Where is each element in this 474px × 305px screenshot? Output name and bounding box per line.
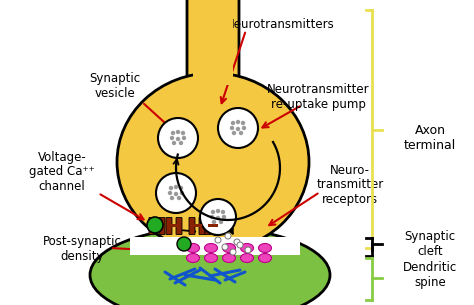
Text: Neurotransmitter
re-uptake pump: Neurotransmitter re-uptake pump — [267, 83, 369, 111]
Circle shape — [210, 215, 214, 219]
Ellipse shape — [258, 243, 272, 253]
FancyBboxPatch shape — [159, 217, 165, 235]
Circle shape — [241, 121, 245, 125]
Text: Neurotransmitters: Neurotransmitters — [226, 18, 334, 31]
Circle shape — [225, 233, 231, 239]
Circle shape — [172, 141, 176, 145]
Bar — [192, 224, 202, 227]
Ellipse shape — [117, 73, 309, 251]
Circle shape — [176, 137, 180, 141]
Circle shape — [180, 191, 184, 195]
Ellipse shape — [240, 253, 254, 263]
Circle shape — [215, 237, 221, 243]
Circle shape — [170, 196, 174, 200]
Circle shape — [239, 131, 243, 135]
Circle shape — [179, 141, 183, 145]
Bar — [169, 224, 179, 227]
Ellipse shape — [186, 243, 200, 253]
Circle shape — [216, 216, 220, 220]
Bar — [152, 224, 162, 227]
Circle shape — [219, 220, 223, 224]
Circle shape — [177, 196, 181, 200]
Circle shape — [212, 220, 216, 224]
Circle shape — [174, 185, 178, 189]
Text: Synaptic
vesicle: Synaptic vesicle — [90, 72, 141, 100]
Text: Dendritic
spine: Dendritic spine — [403, 261, 457, 289]
Text: Post-synaptic
density: Post-synaptic density — [43, 235, 121, 263]
Circle shape — [177, 237, 191, 251]
FancyBboxPatch shape — [215, 217, 221, 235]
FancyBboxPatch shape — [187, 0, 239, 82]
Circle shape — [170, 136, 174, 140]
Text: Voltage-
gated Ca⁺⁺
channel: Voltage- gated Ca⁺⁺ channel — [29, 150, 95, 193]
FancyBboxPatch shape — [199, 217, 205, 235]
Circle shape — [168, 191, 172, 195]
Circle shape — [176, 130, 180, 134]
Bar — [193, 5, 233, 85]
Circle shape — [221, 210, 225, 214]
Circle shape — [236, 127, 240, 131]
Ellipse shape — [90, 228, 330, 305]
Circle shape — [181, 131, 185, 135]
Circle shape — [245, 247, 251, 253]
Circle shape — [232, 131, 236, 135]
Text: Axon
terminal: Axon terminal — [404, 124, 456, 152]
Ellipse shape — [258, 253, 272, 263]
Circle shape — [158, 118, 198, 158]
Circle shape — [179, 186, 183, 190]
Circle shape — [169, 186, 173, 190]
Circle shape — [147, 217, 163, 233]
FancyBboxPatch shape — [176, 217, 182, 235]
Ellipse shape — [222, 243, 236, 253]
Ellipse shape — [240, 243, 254, 253]
Text: Neuro-
transmitter
receptors: Neuro- transmitter receptors — [316, 163, 383, 206]
Circle shape — [182, 136, 186, 140]
Circle shape — [236, 120, 240, 124]
Circle shape — [231, 121, 235, 125]
Circle shape — [156, 173, 196, 213]
Circle shape — [200, 199, 236, 235]
Circle shape — [234, 239, 240, 245]
Circle shape — [230, 126, 234, 130]
Circle shape — [211, 210, 215, 214]
FancyBboxPatch shape — [189, 217, 195, 235]
Ellipse shape — [222, 253, 236, 263]
Bar — [130, 237, 300, 255]
Ellipse shape — [204, 253, 218, 263]
Circle shape — [171, 131, 175, 135]
Circle shape — [222, 215, 226, 219]
Ellipse shape — [186, 253, 200, 263]
FancyBboxPatch shape — [205, 217, 211, 235]
Circle shape — [174, 192, 178, 196]
Circle shape — [237, 242, 243, 248]
Circle shape — [230, 249, 236, 255]
Ellipse shape — [204, 243, 218, 253]
Circle shape — [242, 126, 246, 130]
Bar — [208, 224, 218, 227]
Circle shape — [222, 244, 228, 250]
Circle shape — [218, 108, 258, 148]
FancyBboxPatch shape — [166, 217, 172, 235]
Circle shape — [216, 209, 220, 213]
FancyBboxPatch shape — [149, 217, 155, 235]
Text: Synaptic
cleft: Synaptic cleft — [404, 230, 456, 258]
